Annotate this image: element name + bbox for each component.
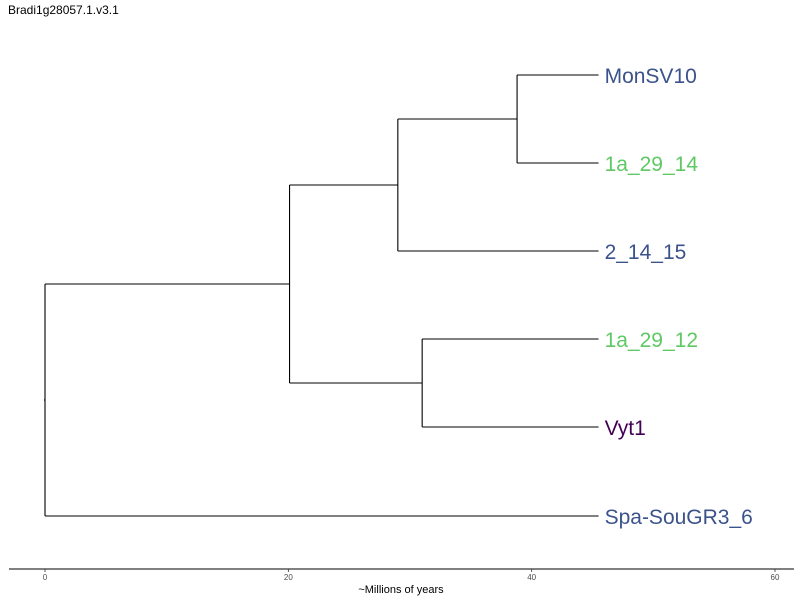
tick-label-20: 20 (284, 573, 293, 582)
tip-label-vyt1: Vyt1 (605, 417, 646, 440)
time-axis: 0 20 40 60 ~Millions of years (9, 568, 794, 596)
tip-label-1a-29-12: 1a_29_12 (605, 329, 698, 352)
tick-label-60: 60 (771, 573, 780, 582)
tip-label-spa-sougr3-6: Spa-SouGR3_6 (605, 506, 753, 529)
tick-label-40: 40 (527, 573, 536, 582)
axis-title: ~Millions of years (358, 584, 444, 596)
page-title: Bradi1g28057.1.v3.1 (8, 3, 119, 17)
tip-label-monsv10: MonSV10 (605, 65, 697, 88)
tree-tip-labels: MonSV10 1a_29_14 2_14_15 1a_29_12 Vyt1 S… (605, 65, 753, 529)
tip-label-2-14-15: 2_14_15 (605, 241, 687, 264)
tree-branches (44, 74, 599, 517)
tick-label-0: 0 (43, 573, 48, 582)
tip-label-1a-29-14: 1a_29_14 (605, 153, 699, 176)
